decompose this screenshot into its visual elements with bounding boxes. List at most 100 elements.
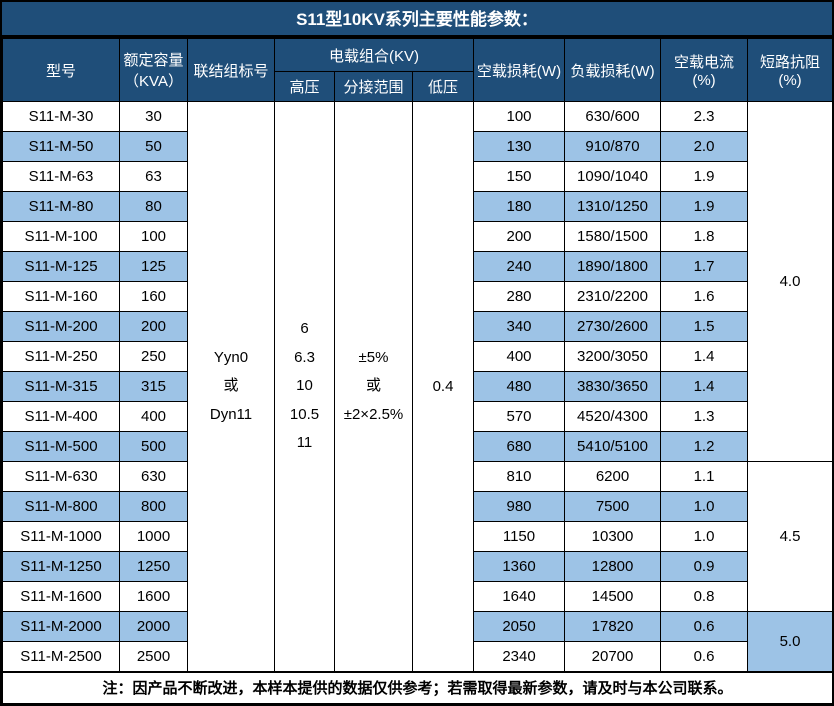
cell-no-load-loss: 570 — [473, 401, 565, 432]
cell-load-loss: 10300 — [564, 521, 661, 552]
cell-model: S11-M-63 — [2, 161, 120, 192]
cell-load-loss: 630/600 — [564, 101, 661, 132]
cell-no-load-current: 0.6 — [660, 641, 748, 672]
cell-no-load-current: 1.4 — [660, 371, 748, 402]
cell-no-load-current: 1.4 — [660, 341, 748, 372]
cell-model: S11-M-2000 — [2, 611, 120, 642]
cell-no-load-current: 0.9 — [660, 551, 748, 582]
cell-capacity: 160 — [119, 281, 188, 312]
cell-capacity: 630 — [119, 461, 188, 492]
cell-no-load-current: 1.0 — [660, 491, 748, 522]
cell-capacity: 125 — [119, 251, 188, 282]
cell-model: S11-M-400 — [2, 401, 120, 432]
table-row: S11-M-30 30 Yyn0 或 Dyn11 6 6.3 10 10.5 11 ±5… — [2, 101, 833, 672]
cell-tap-range: ±5% 或 ±2×2.5% — [334, 101, 413, 672]
cell-impedance: 4.5 — [747, 461, 833, 612]
cell-load-loss: 4520/4300 — [564, 401, 661, 432]
cell-no-load-current: 2.3 — [660, 101, 748, 132]
cell-no-load-current: 1.2 — [660, 431, 748, 462]
cell-no-load-loss: 1640 — [473, 581, 565, 612]
cell-load-loss: 2730/2600 — [564, 311, 661, 342]
cell-load-loss: 1310/1250 — [564, 191, 661, 222]
cell-load-loss: 910/870 — [564, 131, 661, 162]
footnote: 注：因产品不断改进，本样本提供的数据仅供参考；若需取得最新参数，请及时与本公司联… — [2, 670, 833, 704]
cell-no-load-loss: 1360 — [473, 551, 565, 582]
cell-no-load-current: 1.1 — [660, 461, 748, 492]
cell-load-loss: 6200 — [564, 461, 661, 492]
cell-no-load-loss: 280 — [473, 281, 565, 312]
cell-no-load-loss: 150 — [473, 161, 565, 192]
cell-no-load-current: 1.6 — [660, 281, 748, 312]
cell-no-load-loss: 200 — [473, 221, 565, 252]
cell-capacity: 500 — [119, 431, 188, 462]
cell-model: S11-M-80 — [2, 191, 120, 222]
cell-no-load-current: 0.8 — [660, 581, 748, 612]
cell-capacity: 63 — [119, 161, 188, 192]
cell-capacity: 400 — [119, 401, 188, 432]
cell-no-load-loss: 480 — [473, 371, 565, 402]
cell-capacity: 1600 — [119, 581, 188, 612]
cell-no-load-current: 0.6 — [660, 611, 748, 642]
cell-model: S11-M-50 — [2, 131, 120, 162]
cell-no-load-loss: 1150 — [473, 521, 565, 552]
cell-capacity: 100 — [119, 221, 188, 252]
cell-model: S11-M-30 — [2, 101, 120, 132]
col-header-voltage-combo: 电载组合(KV) — [274, 38, 474, 72]
cell-no-load-current: 1.8 — [660, 221, 748, 252]
cell-load-loss: 12800 — [564, 551, 661, 582]
cell-no-load-loss: 340 — [473, 311, 565, 342]
cell-capacity: 1000 — [119, 521, 188, 552]
col-header-model: 型号 — [2, 38, 120, 102]
cell-load-loss: 7500 — [564, 491, 661, 522]
cell-model: S11-M-1250 — [2, 551, 120, 582]
cell-no-load-loss: 100 — [473, 101, 565, 132]
cell-capacity: 315 — [119, 371, 188, 402]
cell-model: S11-M-630 — [2, 461, 120, 492]
cell-load-loss: 14500 — [564, 581, 661, 612]
cell-load-loss: 3200/3050 — [564, 341, 661, 372]
cell-no-load-current: 1.7 — [660, 251, 748, 282]
col-header-vector-group: 联结组标号 — [187, 38, 275, 102]
cell-capacity: 30 — [119, 101, 188, 132]
page-title: S11型10KV系列主要性能参数： — [2, 2, 832, 38]
cell-model: S11-M-1600 — [2, 581, 120, 612]
col-header-load-loss: 负载损耗(W) — [564, 38, 661, 102]
cell-load-loss: 3830/3650 — [564, 371, 661, 402]
cell-capacity: 200 — [119, 311, 188, 342]
cell-no-load-loss: 680 — [473, 431, 565, 462]
table-row: S11-M-500 500 680 5410/5100 1.2 — [2, 431, 833, 462]
cell-no-load-loss: 400 — [473, 341, 565, 372]
table-row: S11-M-200 200 340 2730/2600 1.5 — [2, 311, 833, 342]
cell-no-load-loss: 130 — [473, 131, 565, 162]
cell-capacity: 250 — [119, 341, 188, 372]
cell-no-load-loss: 240 — [473, 251, 565, 282]
cell-model: S11-M-500 — [2, 431, 120, 462]
cell-load-loss: 2310/2200 — [564, 281, 661, 312]
table-footer: 注：因产品不断改进，本样本提供的数据仅供参考；若需取得最新参数，请及时与本公司联… — [2, 670, 833, 704]
cell-model: S11-M-100 — [2, 221, 120, 252]
cell-load-loss: 1890/1800 — [564, 251, 661, 282]
cell-no-load-current: 1.9 — [660, 161, 748, 192]
cell-model: S11-M-1000 — [2, 521, 120, 552]
cell-capacity: 80 — [119, 191, 188, 222]
col-header-tap-range: 分接范围 — [334, 71, 413, 102]
col-header-hv: 高压 — [274, 71, 335, 102]
cell-model: S11-M-250 — [2, 341, 120, 372]
cell-load-loss: 1090/1040 — [564, 161, 661, 192]
cell-model: S11-M-200 — [2, 311, 120, 342]
spec-table: 型号 额定容量（KVA） 联结组标号 电载组合(KV) 空载损耗(W) 负载损耗… — [2, 38, 833, 704]
cell-capacity: 1250 — [119, 551, 188, 582]
cell-no-load-loss: 180 — [473, 191, 565, 222]
table-row: S11-M-100 100 200 1580/1500 1.8 — [2, 221, 833, 252]
cell-model: S11-M-800 — [2, 491, 120, 522]
cell-hv: 6 6.3 10 10.5 11 — [274, 101, 335, 672]
cell-load-loss: 5410/5100 — [564, 431, 661, 462]
cell-no-load-current: 2.0 — [660, 131, 748, 162]
cell-no-load-current: 1.9 — [660, 191, 748, 222]
cell-no-load-current: 1.5 — [660, 311, 748, 342]
cell-no-load-current: 1.3 — [660, 401, 748, 432]
cell-no-load-current: 1.0 — [660, 521, 748, 552]
cell-no-load-loss: 980 — [473, 491, 565, 522]
col-header-lv: 低压 — [412, 71, 474, 102]
